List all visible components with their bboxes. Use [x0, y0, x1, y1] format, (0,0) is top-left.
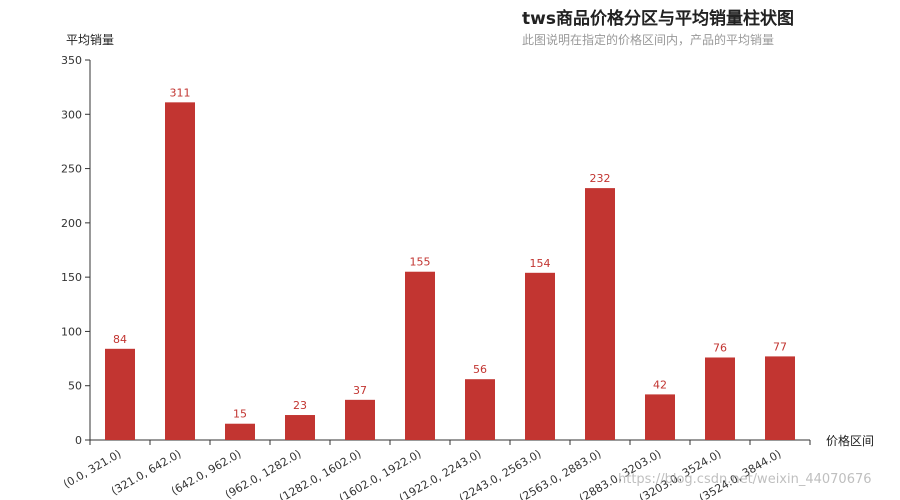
bar-value-label: 56 [473, 363, 487, 376]
bar-labels: 84 311 15 23 37 155 56 154 232 42 76 77 [113, 86, 787, 420]
bar-value-label: 76 [713, 341, 727, 354]
bar-value-label: 154 [530, 257, 551, 270]
y-tick-label: 50 [68, 380, 82, 393]
bars [105, 102, 795, 440]
bar-value-label: 23 [293, 399, 307, 412]
bar [285, 415, 315, 440]
y-tick-label: 300 [61, 108, 82, 121]
y-tick-labels: 0 50 100 150 200 250 300 350 [61, 54, 82, 447]
y-tick-label: 150 [61, 271, 82, 284]
bar-value-label: 42 [653, 378, 667, 391]
bar-value-label: 232 [590, 172, 611, 185]
bar-value-label: 84 [113, 333, 127, 346]
bar [525, 272, 555, 440]
chart-subtitle: 此图说明在指定的价格区间内，产品的平均销量 [522, 33, 775, 47]
y-tick-label: 200 [61, 217, 82, 230]
x-axis-label: 价格区间 [826, 434, 875, 448]
y-tick-label: 0 [75, 434, 82, 447]
y-axis-label: 平均销量 [66, 33, 115, 47]
bar-value-label: 77 [773, 340, 787, 353]
bar-value-label: 155 [410, 256, 431, 269]
axes [85, 59, 811, 445]
bar [165, 102, 195, 440]
bar-value-label: 311 [170, 86, 191, 99]
y-tick-label: 350 [61, 54, 82, 67]
y-tick-label: 100 [61, 325, 82, 338]
bar [105, 348, 135, 440]
bar [765, 356, 795, 440]
bar [345, 399, 375, 440]
bar [405, 271, 435, 440]
bar [585, 188, 615, 440]
bar [705, 357, 735, 440]
bar [645, 394, 675, 440]
bar-value-label: 15 [233, 408, 247, 421]
watermark-text: https://blog.csdn.net/weixin_44070676 [618, 472, 872, 487]
bar [225, 423, 255, 440]
chart-title: tws商品价格分区与平均销量柱状图 [522, 9, 794, 29]
bar [465, 379, 495, 440]
y-tick-label: 250 [61, 163, 82, 176]
bar-value-label: 37 [353, 384, 367, 397]
